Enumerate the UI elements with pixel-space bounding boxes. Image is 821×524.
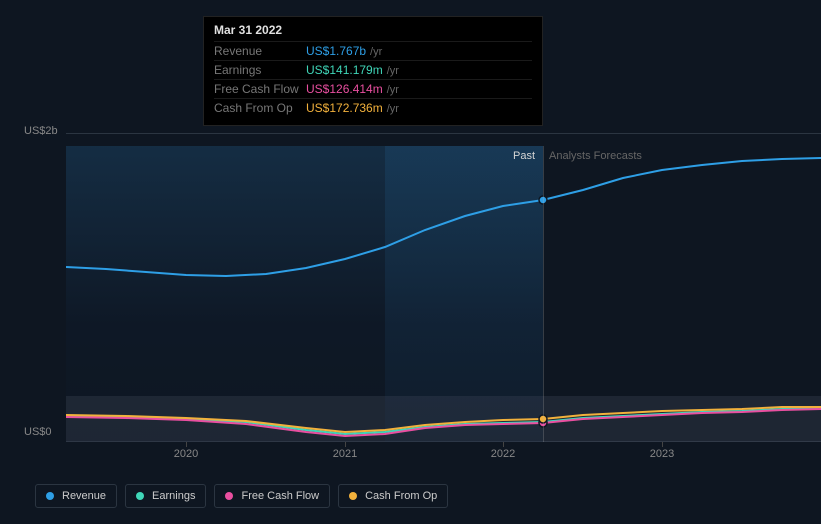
legend-item[interactable]: Earnings bbox=[125, 484, 206, 508]
tooltip-row-label: Earnings bbox=[214, 63, 306, 77]
tooltip-row-value: US$172.736m bbox=[306, 101, 383, 115]
legend-label: Free Cash Flow bbox=[241, 490, 319, 502]
tooltip-row-unit: /yr bbox=[387, 103, 399, 115]
hover-marker-line bbox=[543, 146, 544, 442]
x-tick-label: 2023 bbox=[650, 448, 674, 460]
y-axis-bottom-label: US$0 bbox=[24, 426, 52, 438]
y-axis-top-label: US$2b bbox=[24, 125, 58, 137]
financial-chart: US$2b US$0 Past Analysts Forecasts 20202… bbox=[17, 0, 821, 524]
series-lines bbox=[66, 146, 821, 442]
tooltip-row-value: US$126.414m bbox=[306, 82, 383, 96]
tooltip-date: Mar 31 2022 bbox=[214, 23, 532, 41]
tooltip-row-label: Cash From Op bbox=[214, 101, 306, 115]
plot-area[interactable] bbox=[66, 146, 821, 442]
legend-swatch bbox=[349, 492, 357, 500]
tooltip-row: RevenueUS$1.767b/yr bbox=[214, 41, 532, 60]
series-line-fcf bbox=[66, 409, 821, 436]
x-tick-label: 2021 bbox=[333, 448, 357, 460]
past-label: Past bbox=[513, 150, 535, 162]
legend-item[interactable]: Revenue bbox=[35, 484, 117, 508]
legend-label: Cash From Op bbox=[365, 490, 437, 502]
tooltip-row-label: Free Cash Flow bbox=[214, 82, 306, 96]
tooltip-row-unit: /yr bbox=[387, 84, 399, 96]
legend-label: Earnings bbox=[152, 490, 195, 502]
x-tick bbox=[503, 442, 504, 447]
hover-tooltip: Mar 31 2022 RevenueUS$1.767b/yrEarningsU… bbox=[203, 16, 543, 126]
x-tick bbox=[345, 442, 346, 447]
tooltip-row-value: US$1.767b bbox=[306, 44, 366, 58]
tooltip-row-unit: /yr bbox=[370, 46, 382, 58]
legend-item[interactable]: Cash From Op bbox=[338, 484, 448, 508]
x-tick bbox=[662, 442, 663, 447]
tooltip-row-label: Revenue bbox=[214, 44, 306, 58]
x-tick bbox=[186, 442, 187, 447]
x-tick-label: 2020 bbox=[174, 448, 198, 460]
legend-swatch bbox=[225, 492, 233, 500]
legend-swatch bbox=[46, 492, 54, 500]
tooltip-row-unit: /yr bbox=[387, 65, 399, 77]
legend-label: Revenue bbox=[62, 490, 106, 502]
legend-item[interactable]: Free Cash Flow bbox=[214, 484, 330, 508]
forecast-label: Analysts Forecasts bbox=[549, 150, 642, 162]
tooltip-row: Cash From OpUS$172.736m/yr bbox=[214, 98, 532, 117]
tooltip-row: Free Cash FlowUS$126.414m/yr bbox=[214, 79, 532, 98]
tooltip-row-value: US$141.179m bbox=[306, 63, 383, 77]
legend-swatch bbox=[136, 492, 144, 500]
series-line-revenue bbox=[66, 158, 821, 276]
x-axis-labels: 2020 2021 2022 2023 bbox=[66, 448, 821, 462]
tooltip-row: EarningsUS$141.179m/yr bbox=[214, 60, 532, 79]
legend: Revenue Earnings Free Cash Flow Cash From O… bbox=[35, 484, 448, 508]
x-tick-label: 2022 bbox=[491, 448, 515, 460]
